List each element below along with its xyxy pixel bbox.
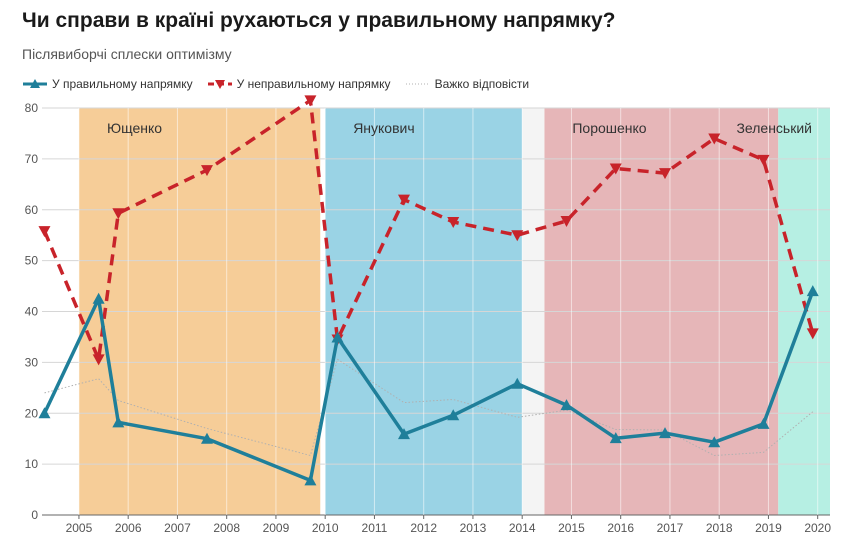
series-1-point-7[interactable] (447, 216, 460, 228)
x-tick-label-2007: 2007 (164, 521, 191, 535)
series-0-point-4[interactable] (304, 474, 317, 486)
legend-item-hard[interactable]: Важко відповісти (405, 77, 530, 91)
series-1-point-14[interactable] (806, 328, 819, 340)
y-tick-label-80: 80 (25, 101, 39, 115)
y-tick-label-20: 20 (25, 406, 39, 420)
y-tick-label-50: 50 (25, 254, 39, 268)
y-tick-label-70: 70 (25, 152, 39, 166)
x-tick-label-2015: 2015 (558, 521, 585, 535)
x-tick-label-2009: 2009 (263, 521, 290, 535)
y-tick-label-10: 10 (25, 457, 39, 471)
series-1-point-1[interactable] (92, 354, 105, 366)
legend: У правильному напрямку У неправильному н… (22, 77, 543, 91)
series-0-point-14[interactable] (806, 285, 819, 297)
legend-marker-wrong (207, 80, 232, 89)
y-tick-label-30: 30 (25, 355, 39, 369)
series-1-point-2[interactable] (112, 208, 125, 220)
x-tick-label-2014: 2014 (509, 521, 536, 535)
series-1-point-11[interactable] (659, 168, 672, 180)
x-tick-label-2016: 2016 (607, 521, 634, 535)
series-1-point-12[interactable] (708, 133, 721, 145)
x-tick-label-2013: 2013 (460, 521, 487, 535)
legend-label-right: У правильному напрямку (52, 77, 193, 91)
x-tick-label-2018: 2018 (706, 521, 733, 535)
x-tick-label-2006: 2006 (115, 521, 142, 535)
series-1-point-8[interactable] (511, 230, 524, 242)
x-tick-label-2012: 2012 (410, 521, 437, 535)
series-0-point-7[interactable] (447, 409, 460, 421)
legend-label-hard: Важко відповісти (434, 77, 530, 91)
series-1-point-9[interactable] (560, 215, 573, 227)
series-0-point-11[interactable] (659, 427, 672, 439)
legend-marker-right (23, 79, 47, 88)
x-tick-label-2005: 2005 (66, 521, 93, 535)
series-0-point-1[interactable] (92, 292, 105, 304)
legend-label-wrong: У неправильному напрямку (236, 77, 391, 91)
series-1-point-6[interactable] (397, 194, 410, 206)
series-0-point-10[interactable] (609, 432, 622, 444)
series-0-point-12[interactable] (708, 436, 721, 448)
series-0-point-6[interactable] (397, 428, 410, 440)
chart-title: Чи справи в країні рухаються у правильно… (22, 9, 616, 32)
x-tick-label-2019: 2019 (755, 521, 782, 535)
x-tick-label-2010: 2010 (312, 521, 339, 535)
series-0-point-13[interactable] (757, 417, 770, 429)
era-label-2: Порошенко (572, 120, 646, 136)
series-1-point-4[interactable] (304, 95, 317, 107)
series-0-point-0[interactable] (38, 407, 51, 419)
legend-item-right[interactable]: У правильному напрямку (22, 77, 193, 91)
era-label-1: Янукович (353, 120, 414, 136)
era-label-0: Ющенко (107, 120, 162, 136)
x-tick-label-2020: 2020 (804, 521, 831, 535)
series-1-point-10[interactable] (609, 163, 622, 175)
legend-item-wrong[interactable]: У неправильному напрямку (207, 77, 391, 91)
series-0-point-8[interactable] (511, 377, 524, 389)
y-tick-label-0: 0 (31, 508, 38, 522)
x-tick-label-2017: 2017 (657, 521, 684, 535)
x-tick-label-2008: 2008 (213, 521, 240, 535)
x-tick-label-2011: 2011 (362, 521, 388, 535)
series-1-point-13[interactable] (757, 154, 770, 166)
series-line-2 (44, 358, 814, 456)
chart-subtitle: Післявиборчі сплески оптимізму (22, 46, 232, 62)
y-tick-label-60: 60 (25, 203, 39, 217)
legend-marker-hard (405, 83, 430, 85)
series-0-point-5[interactable] (331, 331, 344, 343)
series-1-point-0[interactable] (38, 226, 51, 238)
y-tick-label-40: 40 (25, 305, 39, 319)
era-label-3: Зеленський (736, 120, 812, 136)
series-0-point-9[interactable] (560, 399, 573, 411)
series-0-point-2[interactable] (112, 416, 125, 428)
series-0-point-3[interactable] (200, 432, 213, 444)
series-1-point-3[interactable] (200, 165, 213, 177)
